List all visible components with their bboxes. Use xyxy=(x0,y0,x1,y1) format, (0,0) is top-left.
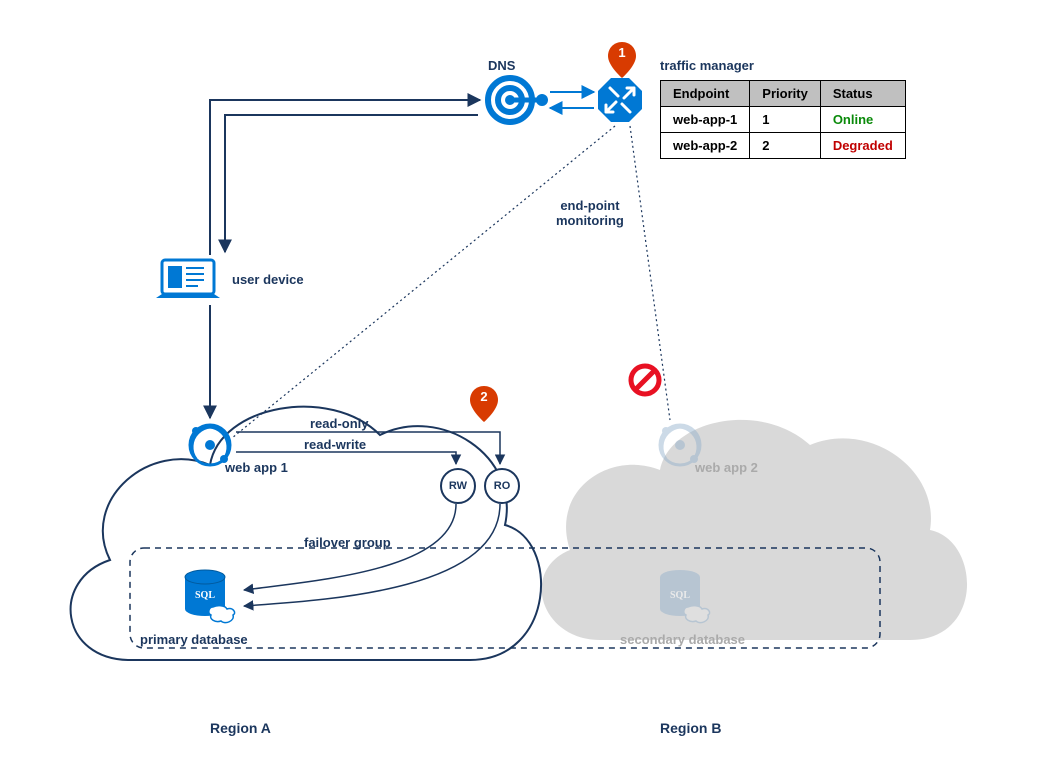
table-row: web-app-1 1 Online xyxy=(661,107,906,133)
web-app-2-label: web app 2 xyxy=(695,460,758,475)
primary-database-icon: SQL xyxy=(185,570,235,623)
svg-text:SQL: SQL xyxy=(670,590,690,601)
region-b-label: Region B xyxy=(660,720,721,736)
traffic-manager-icon xyxy=(598,78,642,122)
secondary-database-label: secondary database xyxy=(620,632,745,647)
read-only-label: read-only xyxy=(310,416,369,431)
pin-1: 1 xyxy=(608,42,636,78)
failover-group-label: failover group xyxy=(304,535,391,550)
cell-endpoint: web-app-2 xyxy=(661,133,750,159)
cell-status: Online xyxy=(820,107,905,133)
arrow-dns-to-device xyxy=(225,115,478,252)
cell-priority: 2 xyxy=(750,133,821,159)
th-priority: Priority xyxy=(750,81,821,107)
user-device-label: user device xyxy=(232,272,304,287)
cell-endpoint: web-app-1 xyxy=(661,107,750,133)
web-app-1-icon xyxy=(190,425,230,465)
svg-text:SQL: SQL xyxy=(195,590,215,601)
cloud-region-b xyxy=(542,420,967,640)
pin-2: 2 xyxy=(470,386,498,422)
arrow-ro-to-sql xyxy=(244,504,500,606)
user-device-icon xyxy=(156,260,220,298)
dns-icon xyxy=(488,78,548,122)
prohibit-icon xyxy=(627,362,663,398)
ro-endpoint: RO xyxy=(484,468,520,504)
endpoint-monitoring-label: end-point monitoring xyxy=(556,198,624,228)
table-header-row: Endpoint Priority Status xyxy=(661,81,906,107)
web-app-1-label: web app 1 xyxy=(225,460,288,475)
read-write-label: read-write xyxy=(304,437,366,452)
th-endpoint: Endpoint xyxy=(661,81,750,107)
traffic-manager-table: Endpoint Priority Status web-app-1 1 Onl… xyxy=(660,80,906,159)
primary-database-label: primary database xyxy=(140,632,248,647)
arrow-device-to-dns xyxy=(210,100,480,255)
cell-status: Degraded xyxy=(820,133,905,159)
cell-priority: 1 xyxy=(750,107,821,133)
dns-label: DNS xyxy=(488,58,515,73)
th-status: Status xyxy=(820,81,905,107)
traffic-manager-label: traffic manager xyxy=(660,58,754,73)
rw-endpoint: RW xyxy=(440,468,476,504)
table-row: web-app-2 2 Degraded xyxy=(661,133,906,159)
region-a-label: Region A xyxy=(210,720,271,736)
